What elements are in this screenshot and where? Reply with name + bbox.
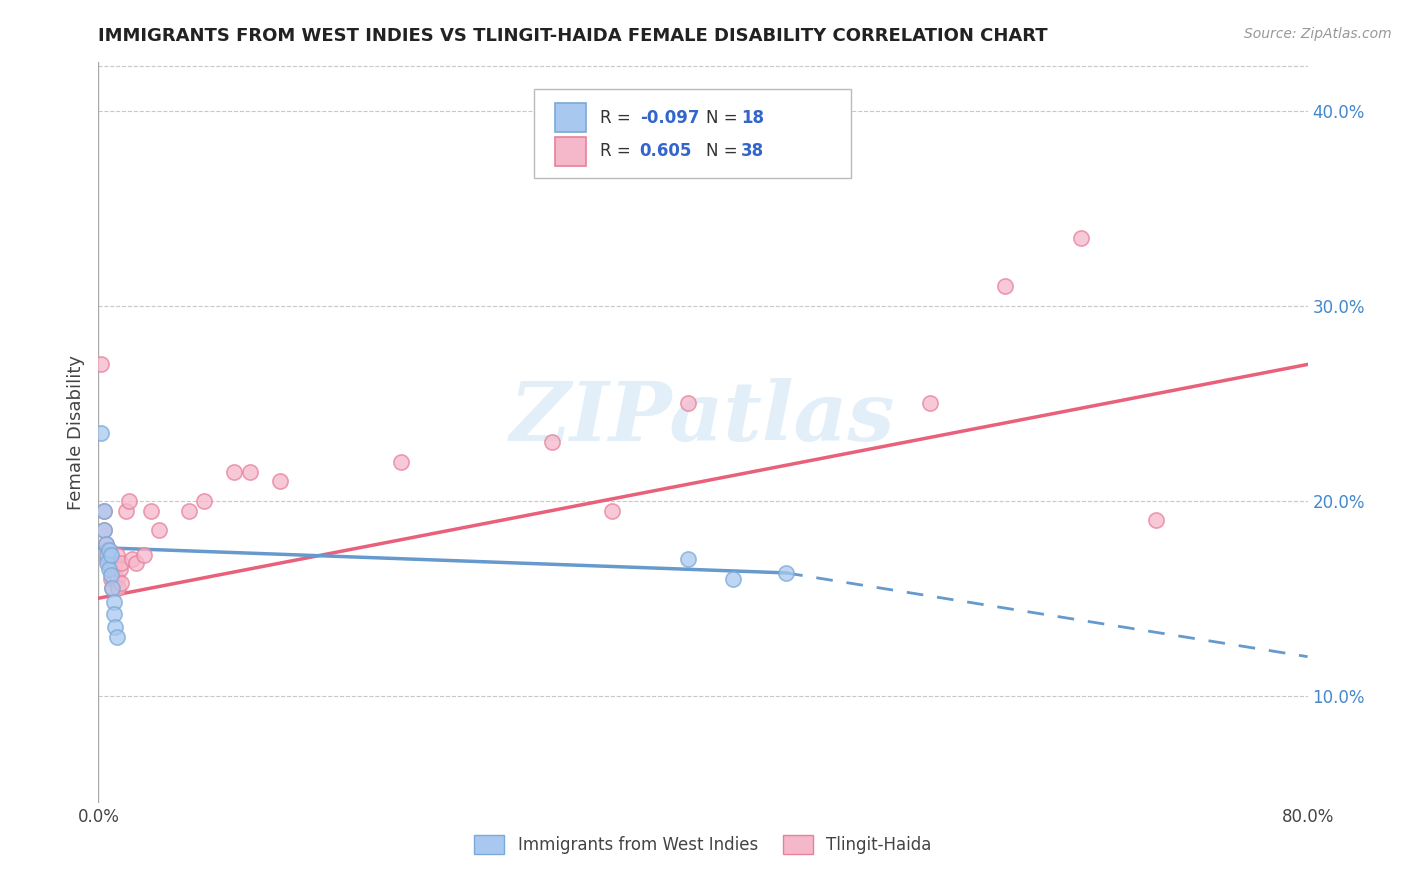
Point [602,503,624,517]
Point [90,425,112,440]
Point [100,567,122,582]
Point [90,358,112,372]
Point [103,607,125,621]
Point [93,523,115,537]
Point [224,465,246,479]
Point [98,542,121,557]
Point [98,562,121,576]
Point [93,503,115,517]
Point [100,562,122,576]
Point [676,396,699,410]
Text: ZIPatlas: ZIPatlas [510,378,896,458]
Point [121,552,143,566]
Point [389,455,412,469]
Text: Source: ZipAtlas.com: Source: ZipAtlas.com [1244,27,1392,41]
Text: N =: N = [706,143,742,161]
Point [105,572,128,586]
Point [93,503,115,517]
Point [676,552,699,566]
Point [100,572,122,586]
Legend: Immigrants from West Indies, Tlingit-Haida: Immigrants from West Indies, Tlingit-Hai… [468,829,938,861]
Point [94,536,117,550]
Point [98,542,121,557]
Point [103,595,125,609]
Point [148,523,170,537]
Point [110,556,132,570]
Point [103,572,125,586]
Point [101,582,124,596]
Point [775,566,797,580]
Point [1070,231,1092,245]
Text: R =: R = [600,143,641,161]
Point [132,549,155,563]
Point [125,556,148,570]
Text: IMMIGRANTS FROM WEST INDIES VS TLINGIT-HAIDA FEMALE DISABILITY CORRELATION CHART: IMMIGRANTS FROM WEST INDIES VS TLINGIT-H… [98,27,1047,45]
Point [269,475,291,489]
Text: 38: 38 [741,143,763,161]
Point [141,503,163,517]
Point [104,620,127,634]
Y-axis label: Female Disability: Female Disability [66,355,84,510]
Point [105,630,128,644]
Point [104,556,127,570]
Point [239,465,262,479]
Point [114,503,136,517]
Point [96,552,118,566]
Text: -0.097: -0.097 [640,109,699,127]
Point [94,536,117,550]
Point [108,562,131,576]
Point [110,575,132,590]
Point [994,279,1017,293]
Point [96,542,118,557]
Text: R =: R = [600,109,637,127]
Point [1144,513,1167,527]
Text: N =: N = [706,109,742,127]
Point [101,582,124,596]
Point [540,435,562,450]
Point [179,503,201,517]
Point [723,572,745,586]
Text: 0.605: 0.605 [640,143,692,161]
Point [96,556,118,570]
Point [118,493,141,508]
Point [105,549,128,563]
Point [918,396,941,410]
Point [96,549,118,563]
Point [100,549,122,563]
Point [193,493,215,508]
Text: 18: 18 [741,109,763,127]
Point [107,582,129,596]
Point [93,523,115,537]
